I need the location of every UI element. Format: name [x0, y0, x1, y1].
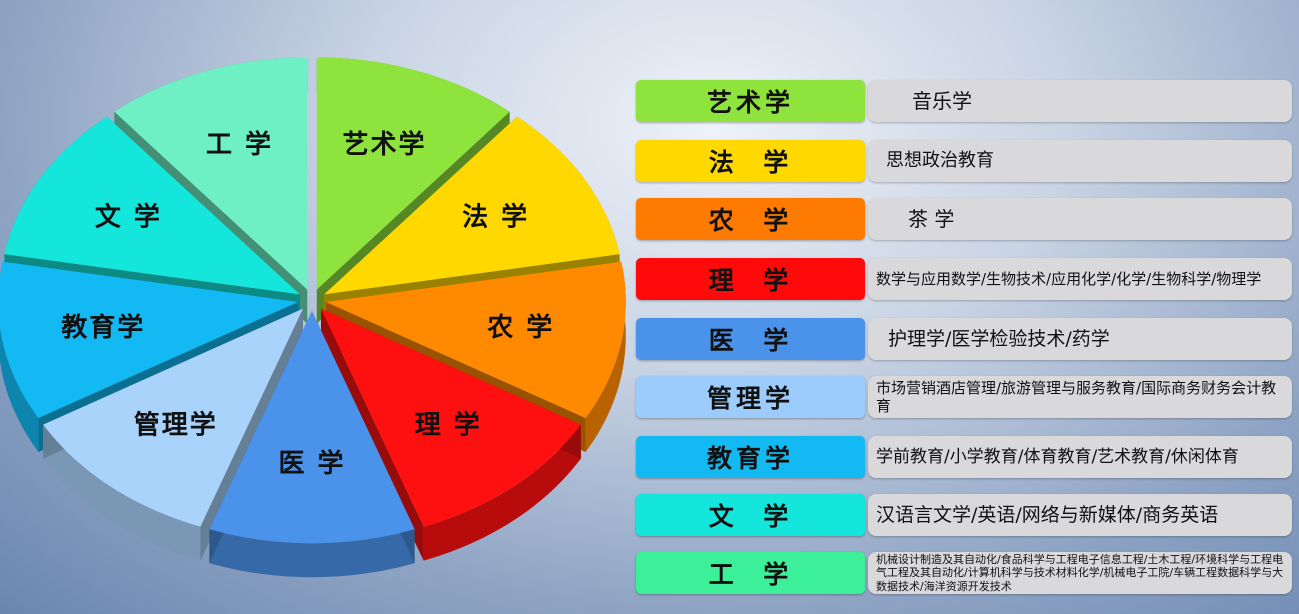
- pie-slice-side: [585, 261, 626, 452]
- category-label: 工 学: [636, 552, 865, 594]
- table-row: 医 学护理学/医学检验技术/药学: [636, 318, 1292, 360]
- category-label: 教育学: [636, 436, 865, 478]
- pie-slice-side: [43, 424, 201, 561]
- table-row: 农 学茶 学: [636, 198, 1292, 240]
- table-row: 工 学机械设计制造及其自动化/食品科学与工程电子信息工程/土木工程/环境科学与工…: [636, 552, 1292, 594]
- pie-slice-top: [320, 308, 581, 527]
- pie-slice-label: 文 学: [95, 201, 162, 232]
- category-label: 农 学: [636, 198, 865, 240]
- pie-slice-label: 农 学: [486, 312, 554, 343]
- majors-text: 思想政治教育: [868, 140, 1292, 182]
- majors-text: 机械设计制造及其自动化/食品科学与工程电子信息工程/土木工程/环境科学与工程电气…: [868, 552, 1292, 594]
- pie-slice-top: [324, 116, 620, 295]
- table-row: 管理学 市场营销酒店管理/旅游管理与服务教育/国际商务财务会计教育: [636, 376, 1292, 418]
- pie-slice-label: 管理学: [134, 409, 218, 440]
- pie-slice-label: 理 学: [415, 409, 482, 440]
- table-row: 教育学 学前教育/小学教育/体育教育/艺术教育/休闲体育: [636, 436, 1292, 478]
- table-row: 理 学数学与应用数学/生物技术/应用化学/化学/生物科学/物理学: [636, 258, 1292, 300]
- pie-slice-label: 教育学: [61, 312, 145, 343]
- pie-slice-top: [114, 57, 308, 290]
- pie-slice-top: [43, 308, 304, 527]
- category-label: 文 学: [636, 494, 865, 536]
- majors-text: 数学与应用数学/生物技术/应用化学/化学/生物科学/物理学: [868, 258, 1292, 300]
- table-row: 艺术学 音乐学: [636, 80, 1292, 122]
- category-label: 艺术学: [636, 80, 865, 122]
- pie-slice-label: 医 学: [278, 448, 345, 479]
- majors-text: 茶 学: [868, 198, 1292, 240]
- pie-slice-label: 艺术学: [343, 129, 427, 160]
- majors-text: 学前教育/小学教育/体育教育/艺术教育/休闲体育: [868, 436, 1292, 478]
- pie-slice-top: [0, 261, 299, 418]
- pie-slice-top: [316, 57, 510, 290]
- pie-slice-top: [4, 116, 300, 295]
- majors-text: 汉语言文学/英语/网络与新媒体/商务英语: [868, 494, 1292, 536]
- pie-slice-label: 法 学: [462, 201, 529, 232]
- majors-text: 市场营销酒店管理/旅游管理与服务教育/国际商务财务会计教育: [868, 376, 1292, 418]
- pie-slice-side: [209, 529, 415, 578]
- category-label: 理 学: [636, 258, 865, 300]
- pie-slice-side: [0, 261, 39, 452]
- pie-slice-top: [209, 311, 415, 544]
- majors-text: 护理学/医学检验技术/药学: [868, 318, 1292, 360]
- majors-text: 音乐学: [868, 80, 1292, 122]
- pie-slice-5: 管理学: [43, 308, 304, 561]
- table-row: 法 学思想政治教育: [636, 140, 1292, 182]
- category-label: 管理学: [636, 376, 865, 418]
- pie-slice-side: [423, 424, 581, 561]
- pie-slice-4: 医 学: [209, 311, 415, 578]
- category-label: 医 学: [636, 318, 865, 360]
- table-row: 文 学汉语言文学/英语/网络与新媒体/商务英语: [636, 494, 1292, 536]
- category-label: 法 学: [636, 140, 865, 182]
- pie-slice-top: [325, 261, 626, 418]
- pie-slice-label: 工 学: [206, 129, 273, 160]
